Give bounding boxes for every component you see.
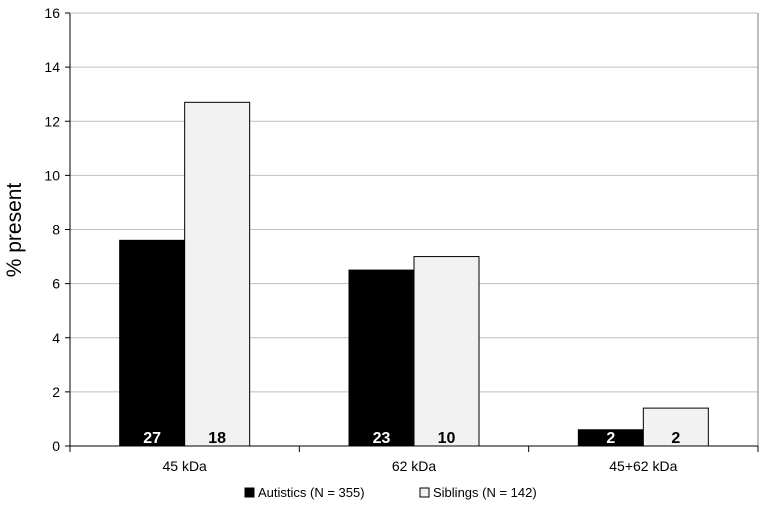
- bar-count-label: 23: [373, 430, 391, 447]
- y-tick-label: 8: [52, 222, 60, 238]
- y-tick-label: 14: [44, 59, 60, 75]
- x-tick-label: 45+62 kDa: [609, 458, 677, 474]
- y-tick-label: 2: [52, 384, 60, 400]
- x-tick-label: 62 kDa: [392, 458, 437, 474]
- x-tick-label: 45 kDa: [162, 458, 207, 474]
- bar: [119, 239, 186, 447]
- bar-count-label: 2: [671, 430, 680, 447]
- bars: [119, 101, 709, 447]
- legend-label: Siblings (N = 142): [433, 485, 537, 500]
- y-tick-label: 16: [44, 5, 60, 21]
- bar-count-label: 27: [143, 430, 161, 447]
- bar-count-labels: 27 18 23 10 2 2: [143, 430, 680, 447]
- y-tick-label: 4: [52, 330, 60, 346]
- bar: [642, 407, 709, 447]
- legend: Autistics (N = 355) Siblings (N = 142): [244, 485, 537, 500]
- bar: [348, 269, 415, 447]
- y-tick-label: 10: [44, 167, 60, 183]
- legend-swatch: [244, 487, 255, 498]
- y-tick-label: 0: [52, 438, 60, 454]
- bar: [413, 256, 480, 447]
- bar: [184, 101, 251, 447]
- bar-count-label: 18: [208, 430, 226, 447]
- bar-count-label: 2: [606, 430, 615, 447]
- y-tick-label: 6: [52, 276, 60, 292]
- y-tick-label: 12: [44, 113, 60, 129]
- legend-swatch: [419, 487, 430, 498]
- tick-labels: 0 2 4 6 8 10 12 14 16 45 kDa 62 kDa 45+62 kDa: [44, 5, 677, 474]
- y-axis-title: % present: [3, 183, 26, 278]
- bar-count-label: 10: [438, 430, 456, 447]
- legend-label: Autistics (N = 355): [258, 485, 365, 500]
